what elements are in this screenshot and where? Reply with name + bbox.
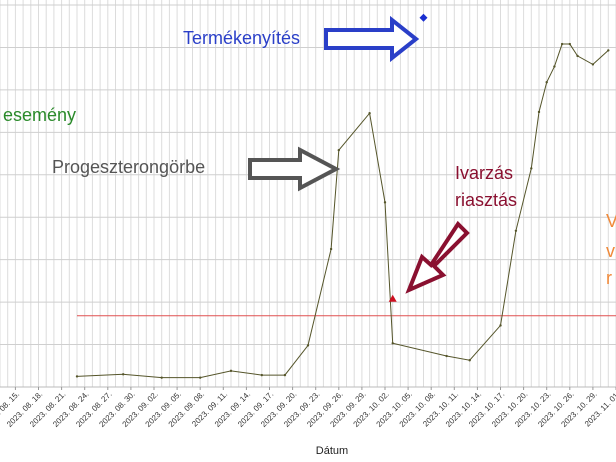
point bbox=[199, 376, 202, 379]
annotations: Termékenyítés esemény Progeszterongörbe … bbox=[3, 28, 616, 288]
point bbox=[514, 229, 518, 233]
annotation: v bbox=[606, 241, 615, 261]
point bbox=[591, 63, 595, 66]
point bbox=[468, 359, 471, 362]
annotation: esemény bbox=[3, 105, 76, 125]
point bbox=[530, 167, 533, 170]
point bbox=[337, 148, 340, 152]
point bbox=[260, 373, 263, 377]
point bbox=[568, 42, 571, 46]
annotation: V bbox=[606, 211, 616, 231]
point bbox=[391, 342, 394, 345]
point bbox=[537, 110, 541, 114]
point bbox=[229, 369, 233, 373]
point bbox=[283, 373, 287, 377]
point bbox=[306, 344, 310, 347]
point bbox=[75, 375, 79, 378]
annotation: riasztás bbox=[455, 190, 517, 210]
point bbox=[545, 81, 548, 84]
annotation: Termékenyítés bbox=[183, 28, 300, 48]
point bbox=[576, 54, 579, 58]
point bbox=[553, 65, 556, 68]
event-marker: Ivarzás riasztás bbox=[388, 294, 397, 302]
point bbox=[445, 354, 448, 358]
event-marker: Termékenyítés bbox=[419, 13, 428, 22]
annotation: Ivarzás bbox=[455, 163, 513, 183]
x-axis-title: Dátum bbox=[316, 445, 348, 457]
arrow-progesterone bbox=[248, 146, 341, 192]
annotation: r bbox=[606, 268, 612, 288]
point bbox=[122, 373, 125, 376]
series-line bbox=[76, 43, 609, 379]
annotation: Progeszterongörbe bbox=[52, 157, 205, 177]
arrow-insemination bbox=[324, 15, 420, 63]
arrow-heat bbox=[405, 220, 470, 294]
plot: Termékenyítés Ivarzás riasztás bbox=[75, 13, 616, 379]
point bbox=[607, 49, 610, 52]
point bbox=[368, 112, 371, 115]
point bbox=[329, 247, 333, 251]
point bbox=[160, 376, 163, 379]
point bbox=[383, 201, 387, 204]
point bbox=[560, 42, 564, 46]
point bbox=[499, 324, 502, 327]
grid: 2023. 08. 15.2023. 08. 18.2023. 08. 21.2… bbox=[0, 0, 616, 429]
